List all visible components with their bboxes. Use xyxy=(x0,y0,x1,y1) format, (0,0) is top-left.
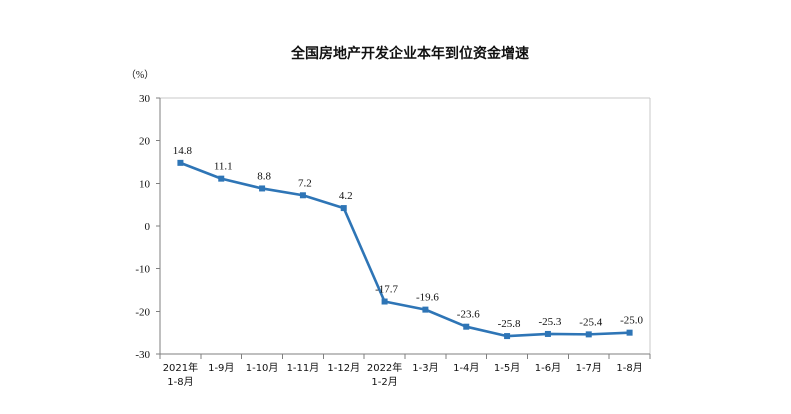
x-tick-label: 1-2月 xyxy=(371,376,397,388)
x-tick-label: 2022年 xyxy=(367,361,402,374)
data-value-label: -25.0 xyxy=(620,315,643,327)
data-point-marker xyxy=(585,331,592,338)
series-line-group xyxy=(179,161,631,338)
x-axis-ticks: 2021年 1-8月 1-9月 1-10月 1-11月 1-12月 2022年 1-2月 1-3… xyxy=(159,354,651,388)
y-tick-label: -20 xyxy=(135,306,150,318)
x-tick-label: 1-7月 xyxy=(576,362,602,374)
x-tick-label: 2021年 xyxy=(163,361,198,374)
x-tick-label: 1-10月 xyxy=(246,362,279,374)
y-axis-ticks: 30 20 10 0 -10 -20 -30 xyxy=(135,93,160,361)
series-line xyxy=(179,161,631,338)
data-value-label: 8.8 xyxy=(257,170,271,182)
x-tick-label: 1-8月 xyxy=(167,376,193,388)
data-point-marker xyxy=(340,205,347,212)
x-tick-label: 1-6月 xyxy=(535,362,561,374)
y-tick-label: 0 xyxy=(145,221,151,233)
data-value-label: -25.8 xyxy=(498,318,521,330)
series-marker-group xyxy=(177,159,633,340)
data-value-label: -17.7 xyxy=(375,284,398,296)
x-tick-label: 1-9月 xyxy=(208,362,234,374)
data-point-marker xyxy=(381,298,388,305)
data-point-marker xyxy=(299,192,306,199)
x-tick-label: 1-5月 xyxy=(494,362,520,374)
y-axis-unit: （%） xyxy=(126,69,154,81)
data-value-label: -23.6 xyxy=(457,309,480,321)
x-tick-label: 1-4月 xyxy=(453,362,479,374)
y-tick-label: -30 xyxy=(135,349,150,361)
data-value-label: -19.6 xyxy=(416,292,439,304)
x-tick-label: 1-12月 xyxy=(327,362,360,374)
y-tick-label: 10 xyxy=(139,178,151,190)
x-tick-label: 1-11月 xyxy=(287,362,320,374)
data-value-label: 14.8 xyxy=(173,145,193,157)
y-tick-label: 30 xyxy=(139,93,151,105)
data-point-marker xyxy=(218,175,225,182)
data-value-label: -25.3 xyxy=(538,316,561,328)
x-tick-label: 1-3月 xyxy=(412,362,438,374)
plot-frame xyxy=(159,97,651,355)
data-value-label: 7.2 xyxy=(298,177,312,189)
data-point-marker xyxy=(177,159,184,166)
data-point-marker xyxy=(626,329,633,336)
data-value-label: 11.1 xyxy=(214,161,233,173)
data-point-marker xyxy=(422,306,429,313)
data-value-label: -25.4 xyxy=(579,316,602,328)
data-point-marker xyxy=(259,185,266,192)
chart-title: 全国房地产开发企业本年到位资金增速 xyxy=(290,45,529,62)
y-tick-label: -10 xyxy=(135,264,150,276)
data-point-marker xyxy=(463,323,470,330)
y-tick-label: 20 xyxy=(139,136,151,148)
x-tick-label: 1-8月 xyxy=(616,362,642,374)
data-point-marker xyxy=(504,333,511,340)
data-value-label: 4.2 xyxy=(339,190,353,202)
data-point-marker xyxy=(544,330,551,337)
data-label-group: 14.8 11.1 8.8 7.2 4.2 -17.7 -19.6 -23.6 -25.8 -25… xyxy=(173,145,644,330)
